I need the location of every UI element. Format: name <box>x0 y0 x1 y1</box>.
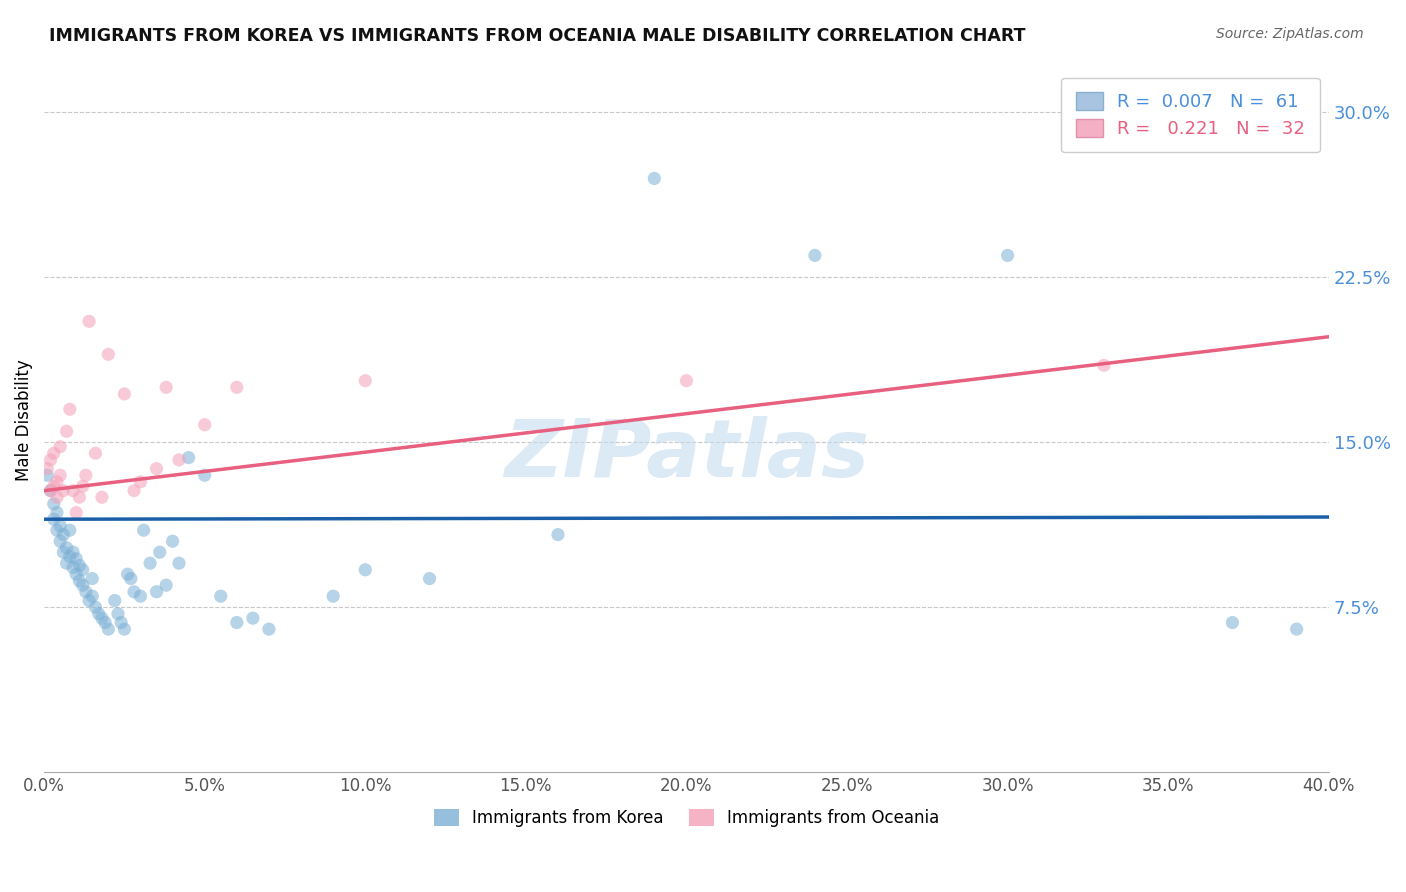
Point <box>49 518 72 533</box>
Point <box>997 248 1019 262</box>
Point <box>65 567 87 582</box>
Point <box>145 461 167 475</box>
Point <box>49 468 72 483</box>
Point <box>354 563 377 577</box>
Point <box>52 527 75 541</box>
Point <box>120 572 142 586</box>
Point <box>155 380 177 394</box>
Point <box>37 468 59 483</box>
Point <box>129 475 152 489</box>
Point <box>55 541 77 555</box>
Point <box>77 593 100 607</box>
Point <box>52 545 75 559</box>
Point <box>104 593 127 607</box>
Point <box>167 556 190 570</box>
Text: ZIPatlas: ZIPatlas <box>503 417 869 494</box>
Point <box>97 622 120 636</box>
Point <box>94 615 117 630</box>
Point <box>59 549 82 564</box>
Point <box>77 314 100 328</box>
Point <box>129 589 152 603</box>
Point <box>132 523 155 537</box>
Point <box>643 171 665 186</box>
Point <box>87 607 110 621</box>
Point <box>65 506 87 520</box>
Point <box>46 475 69 489</box>
Point <box>149 545 172 559</box>
Point <box>257 622 280 636</box>
Point <box>84 446 107 460</box>
Point <box>110 615 132 630</box>
Point <box>69 574 91 588</box>
Point <box>59 402 82 417</box>
Point <box>107 607 129 621</box>
Point <box>46 523 69 537</box>
Point <box>42 512 65 526</box>
Point <box>194 417 217 432</box>
Point <box>177 450 200 465</box>
Point <box>37 461 59 475</box>
Point <box>547 527 569 541</box>
Point <box>1285 622 1308 636</box>
Point <box>69 558 91 573</box>
Text: IMMIGRANTS FROM KOREA VS IMMIGRANTS FROM OCEANIA MALE DISABILITY CORRELATION CHA: IMMIGRANTS FROM KOREA VS IMMIGRANTS FROM… <box>49 27 1026 45</box>
Point <box>72 479 94 493</box>
Point <box>49 534 72 549</box>
Point <box>675 374 697 388</box>
Point <box>69 490 91 504</box>
Point <box>46 506 69 520</box>
Point <box>167 453 190 467</box>
Point <box>225 615 247 630</box>
Point <box>55 556 77 570</box>
Text: Source: ZipAtlas.com: Source: ZipAtlas.com <box>1216 27 1364 41</box>
Point <box>418 572 440 586</box>
Point <box>52 483 75 498</box>
Point <box>62 545 84 559</box>
Point <box>1222 615 1244 630</box>
Point <box>139 556 162 570</box>
Point <box>42 479 65 493</box>
Point <box>90 490 112 504</box>
Point <box>39 483 62 498</box>
Point <box>49 440 72 454</box>
Point <box>804 248 827 262</box>
Point <box>209 589 232 603</box>
Point <box>82 572 104 586</box>
Point <box>42 497 65 511</box>
Point <box>65 551 87 566</box>
Point <box>75 468 97 483</box>
Point <box>354 374 377 388</box>
Point <box>42 446 65 460</box>
Point <box>97 347 120 361</box>
Point <box>62 560 84 574</box>
Point <box>72 578 94 592</box>
Point <box>117 567 139 582</box>
Point <box>46 490 69 504</box>
Point <box>1092 359 1115 373</box>
Point <box>75 584 97 599</box>
Point <box>39 453 62 467</box>
Point <box>225 380 247 394</box>
Point <box>162 534 184 549</box>
Point <box>155 578 177 592</box>
Point <box>55 424 77 438</box>
Point <box>242 611 264 625</box>
Point <box>145 584 167 599</box>
Point <box>62 483 84 498</box>
Point <box>59 523 82 537</box>
Point <box>112 622 135 636</box>
Point <box>90 611 112 625</box>
Point <box>39 483 62 498</box>
Point <box>112 387 135 401</box>
Point <box>82 589 104 603</box>
Point <box>122 483 145 498</box>
Point <box>322 589 344 603</box>
Point <box>194 468 217 483</box>
Point <box>72 563 94 577</box>
Legend: Immigrants from Korea, Immigrants from Oceania: Immigrants from Korea, Immigrants from O… <box>427 803 946 834</box>
Point <box>84 600 107 615</box>
Point <box>122 584 145 599</box>
Y-axis label: Male Disability: Male Disability <box>15 359 32 481</box>
